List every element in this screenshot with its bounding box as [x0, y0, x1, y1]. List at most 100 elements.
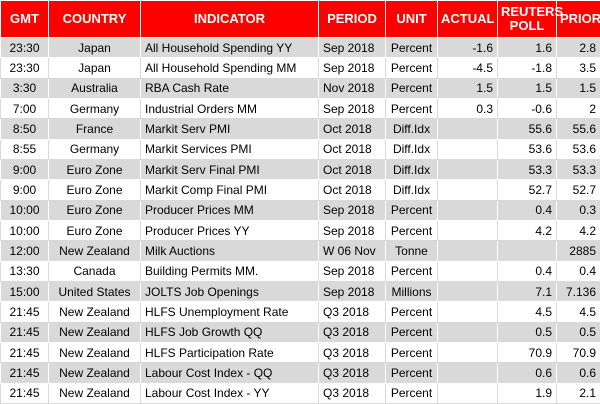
table-cell: [438, 281, 498, 301]
table-cell: New Zealand: [49, 342, 141, 362]
table-cell: [438, 241, 498, 261]
table-cell: 7:00: [1, 98, 49, 118]
table-cell: France: [49, 119, 141, 139]
table-cell: Percent: [386, 261, 438, 281]
table-cell: 53.3: [557, 159, 600, 179]
table-cell: New Zealand: [49, 241, 141, 261]
table-cell: Q3 2018: [319, 302, 386, 322]
table-cell: 0.4: [498, 261, 557, 281]
table-cell: 21:45: [1, 383, 49, 403]
table-cell: 52.7: [557, 180, 600, 200]
table-cell: Q3 2018: [319, 363, 386, 383]
table-cell: Sep 2018: [319, 200, 386, 220]
table-cell: Oct 2018: [319, 119, 386, 139]
table-cell: 53.3: [498, 159, 557, 179]
table-cell: Producer Prices YY: [141, 220, 319, 240]
table-cell: 55.6: [557, 119, 600, 139]
table-cell: Markit Comp Final PMI: [141, 180, 319, 200]
table-cell: Japan: [49, 58, 141, 78]
table-cell: 0.6: [557, 363, 600, 383]
table-cell: Milk Auctions: [141, 241, 319, 261]
table-cell: HLFS Job Growth QQ: [141, 322, 319, 342]
table-cell: All Household Spending YY: [141, 38, 319, 58]
table-cell: -4.5: [438, 58, 498, 78]
table-cell: Markit Serv PMI: [141, 119, 319, 139]
table-cell: 53.6: [557, 139, 600, 159]
table-cell: Canada: [49, 261, 141, 281]
table-cell: 8:50: [1, 119, 49, 139]
table-cell: Sep 2018: [319, 261, 386, 281]
table-cell: 0.4: [557, 261, 600, 281]
table-cell: Euro Zone: [49, 159, 141, 179]
table-cell: Sep 2018: [319, 281, 386, 301]
column-header: GMT: [1, 1, 49, 38]
table-cell: Percent: [386, 58, 438, 78]
table-cell: Industrial Orders MM: [141, 98, 319, 118]
table-cell: Percent: [386, 363, 438, 383]
table-cell: Building Permits MM.: [141, 261, 319, 281]
table-cell: Producer Prices MM: [141, 200, 319, 220]
table-cell: Markit Serv Final PMI: [141, 159, 319, 179]
table-cell: 23:30: [1, 38, 49, 58]
column-header: UNIT: [386, 1, 438, 38]
table-cell: 0.3: [557, 200, 600, 220]
table-cell: [438, 220, 498, 240]
table-cell: Sep 2018: [319, 58, 386, 78]
table-cell: [438, 363, 498, 383]
table-cell: Percent: [386, 98, 438, 118]
table-cell: Japan: [49, 38, 141, 58]
table-cell: -1.8: [498, 58, 557, 78]
table-cell: [438, 119, 498, 139]
table-cell: W 06 Nov: [319, 241, 386, 261]
table-cell: JOLTS Job Openings: [141, 281, 319, 301]
table-cell: 1.5: [438, 78, 498, 98]
table-cell: [438, 139, 498, 159]
table-cell: [438, 159, 498, 179]
table-cell: Nov 2018: [319, 78, 386, 98]
table-cell: Oct 2018: [319, 180, 386, 200]
table-cell: Millions: [386, 281, 438, 301]
table-cell: 0.5: [498, 322, 557, 342]
table-cell: Oct 2018: [319, 139, 386, 159]
table-cell: Diff.Idx: [386, 119, 438, 139]
table-cell: Australia: [49, 78, 141, 98]
table-cell: 2.8: [557, 38, 600, 58]
table-cell: Percent: [386, 220, 438, 240]
table-cell: 0.3: [438, 98, 498, 118]
table-cell: Percent: [386, 383, 438, 403]
table-cell: Euro Zone: [49, 180, 141, 200]
column-header: ACTUAL: [438, 1, 498, 38]
table-cell: 15:00: [1, 281, 49, 301]
table-cell: 21:45: [1, 342, 49, 362]
column-header: PERIOD: [319, 1, 386, 38]
table-cell: 70.9: [498, 342, 557, 362]
table-cell: 21:45: [1, 322, 49, 342]
table-cell: 9:00: [1, 159, 49, 179]
table-cell: 4.2: [557, 220, 600, 240]
table-cell: Oct 2018: [319, 159, 386, 179]
table-cell: Sep 2018: [319, 38, 386, 58]
table-cell: Sep 2018: [319, 220, 386, 240]
table-cell: 13:30: [1, 261, 49, 281]
table-cell: 7.1: [498, 281, 557, 301]
table-cell: Diff.Idx: [386, 180, 438, 200]
table-cell: HLFS Unemployment Rate: [141, 302, 319, 322]
table-cell: 23:30: [1, 58, 49, 78]
table-cell: RBA Cash Rate: [141, 78, 319, 98]
